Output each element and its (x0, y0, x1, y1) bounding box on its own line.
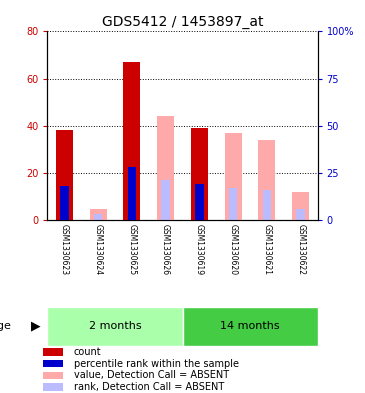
Bar (90, 209, 107, 220)
Bar (47, 307, 182, 346)
Bar (42, 348, 64, 356)
Text: count: count (74, 347, 101, 357)
Bar (263, 190, 271, 220)
Bar (157, 116, 174, 220)
Bar (42, 383, 64, 391)
Title: GDS5412 / 1453897_at: GDS5412 / 1453897_at (102, 15, 263, 29)
Text: GSM1330626: GSM1330626 (161, 224, 170, 275)
Bar (94, 215, 102, 220)
Bar (128, 167, 136, 220)
Bar (225, 133, 242, 220)
Text: 2 months: 2 months (89, 321, 141, 331)
Text: GSM1330624: GSM1330624 (93, 224, 103, 275)
Bar (258, 140, 275, 220)
Text: ▶: ▶ (31, 320, 40, 333)
Text: rank, Detection Call = ABSENT: rank, Detection Call = ABSENT (74, 382, 224, 392)
Bar (56, 130, 73, 220)
Text: GSM1330623: GSM1330623 (60, 224, 69, 275)
Text: GSM1330625: GSM1330625 (127, 224, 137, 275)
Bar (42, 360, 64, 367)
Bar (296, 209, 305, 220)
Bar (123, 62, 140, 220)
Text: GSM1330621: GSM1330621 (262, 224, 272, 275)
Bar (161, 180, 170, 220)
Bar (292, 192, 309, 220)
Text: percentile rank within the sample: percentile rank within the sample (74, 358, 239, 369)
Text: GSM1330619: GSM1330619 (195, 224, 204, 275)
Bar (182, 307, 318, 346)
Text: GSM1330622: GSM1330622 (296, 224, 305, 275)
Bar (42, 371, 64, 379)
Bar (191, 128, 208, 220)
Text: value, Detection Call = ABSENT: value, Detection Call = ABSENT (74, 370, 229, 380)
Bar (60, 186, 69, 220)
Text: age: age (0, 321, 11, 331)
Bar (195, 184, 204, 220)
Text: GSM1330620: GSM1330620 (228, 224, 238, 275)
Bar (229, 188, 237, 220)
Text: 14 months: 14 months (220, 321, 280, 331)
